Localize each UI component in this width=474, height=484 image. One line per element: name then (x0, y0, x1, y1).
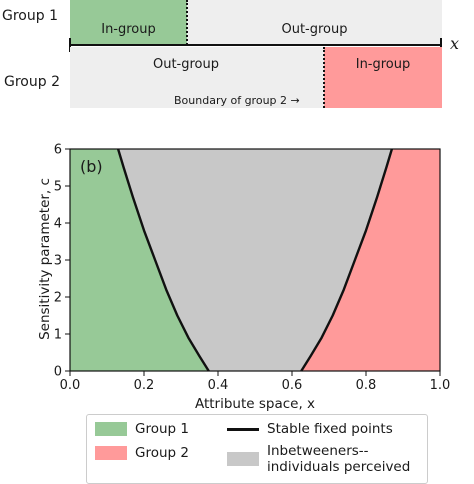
axis-right-tick (440, 38, 442, 52)
attribute-chart: 0.0 0.2 0.4 0.6 0.8 1.0 0 1 2 3 4 5 6 (b) Attribute … (37, 143, 451, 413)
group1-outgroup-text: Out-group (281, 22, 348, 37)
legend-swatch-inbetweeners (227, 452, 259, 466)
legend-swatch-group1 (95, 422, 127, 436)
plot-layer: 0.0 0.2 0.4 0.6 0.8 1.0 0 1 2 3 4 5 6 (54, 143, 451, 394)
y-tick-label: 0 (54, 365, 62, 380)
x-tick-label: 0.2 (134, 378, 155, 393)
y-tick-label: 6 (54, 143, 62, 158)
group2-ingroup-band (324, 47, 442, 108)
group1-label: Group 1 (2, 8, 58, 24)
fixed-point-curve-left (116, 148, 210, 372)
legend-label-group1: Group 1 (135, 421, 189, 437)
x-tick-label: 0.6 (282, 378, 303, 393)
panel-b-tag: (b) (80, 157, 103, 176)
fixed-point-curve-right (300, 148, 394, 372)
legend: Group 1 Group 2 Stable fixed points Inbe… (86, 414, 428, 484)
x-tick-label: 1.0 (430, 378, 451, 393)
group1-outgroup-band (187, 0, 442, 45)
group2-label: Group 2 (4, 74, 60, 90)
region-group1 (70, 149, 209, 371)
group1-ingroup-text: In-group (101, 22, 156, 37)
legend-label-fixed-points: Stable fixed points (267, 421, 393, 437)
y-axis-title: Sensitivity parameter, c (37, 178, 53, 340)
group1-ingroup-band (70, 0, 187, 45)
y-tick-label: 4 (54, 217, 62, 232)
legend-label-group2: Group 2 (135, 445, 189, 461)
attribute-axis-line (69, 44, 442, 46)
legend-label-individuals-perceived: individuals perceived (267, 459, 411, 475)
y-tick-label: 2 (54, 291, 62, 306)
group2-ingroup-text: In-group (355, 57, 411, 72)
group2-outgroup-text: Out-group (152, 57, 219, 72)
y-tick-label: 1 (54, 328, 62, 343)
region-group2 (301, 149, 440, 371)
legend-swatch-group2 (95, 446, 127, 460)
x-axis-title: Attribute space, x (195, 396, 315, 412)
y-tick-label: 3 (54, 254, 62, 269)
legend-line-fixed-points (227, 428, 259, 431)
group2-outgroup-band (70, 47, 324, 108)
y-tick-label: 5 (54, 180, 62, 195)
axis-left-tick (69, 38, 71, 52)
region-inbetweeners (118, 149, 392, 371)
group1-boundary-line (186, 0, 188, 45)
group2-boundary-line (323, 47, 325, 108)
boundary-of-group2-note: Boundary of group 2 → (174, 94, 300, 107)
axis-x-symbol: x (450, 34, 460, 53)
legend-label-inbetweeners: Inbetweeners-- (267, 443, 369, 459)
x-tick-label: 0.0 (60, 378, 81, 393)
x-tick-label: 0.8 (356, 378, 377, 393)
x-tick-label: 0.4 (208, 378, 229, 393)
